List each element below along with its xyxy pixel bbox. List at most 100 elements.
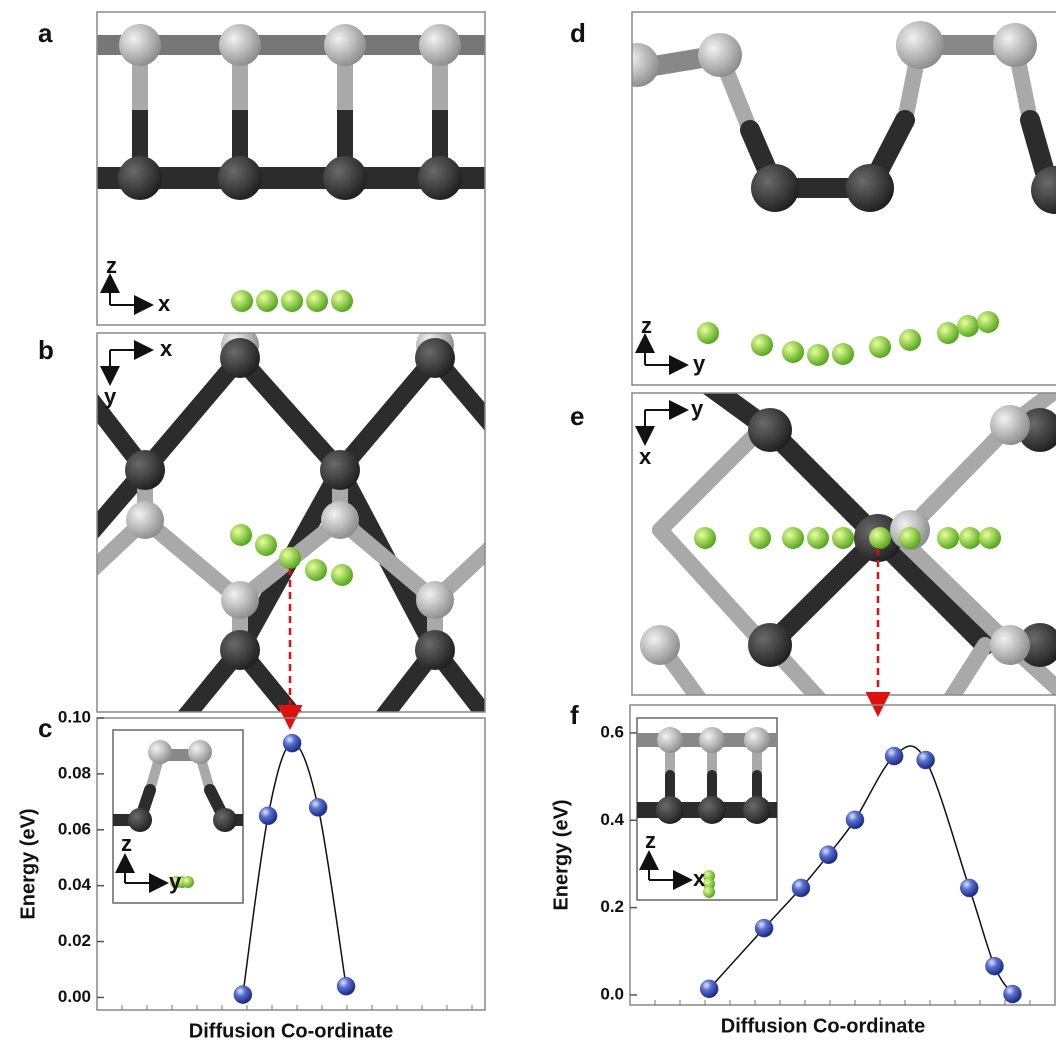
axis-letter: z [641,313,652,338]
Black-atom [748,623,792,667]
y-tick-label: 0.10 [58,707,91,726]
axis-letter: z [106,253,117,278]
Gray-atom [640,625,680,665]
y-tick-label: 0.02 [58,931,91,950]
axis-letter: x [158,291,171,316]
green-atom [256,290,278,312]
Black-atom [125,450,165,490]
green-atom [782,341,804,363]
axis-letter: x [639,444,652,469]
y-axis-label: Energy (eV) [17,808,39,919]
panel-label: c [38,713,52,743]
Black-atom [220,338,260,378]
Black-atom [320,450,360,490]
Gray-atom [119,24,161,66]
Black-atom [218,156,262,200]
data-point [819,846,837,864]
y-tick-label: 0.0 [600,984,624,1003]
Gray-atom [219,24,261,66]
Gray-atom [419,24,461,66]
axis-letter: x [693,866,706,891]
panel-a-structure [90,24,500,312]
data-point [792,879,810,897]
green-atom [697,322,719,344]
data-point [259,807,277,825]
green-atom [937,322,959,344]
green-atom [182,876,194,888]
panel-d-structure [600,21,1056,366]
Black-atom [415,630,455,670]
Black-atom [656,796,684,824]
green-atom [977,311,999,333]
Gray-atom [148,740,172,764]
green-atom [281,290,303,312]
y-tick-label: 0.00 [58,987,91,1006]
bond [340,358,435,470]
green-atom [832,343,854,365]
axis-letter: y [691,396,704,421]
Gray-atom [321,501,359,539]
Black-atom [743,796,771,824]
green-atom [331,564,353,586]
green-atom [807,527,829,549]
green-atom [959,527,981,549]
green-atom [957,315,979,337]
green-atom [751,334,773,356]
figure: azxbxydzyeyxc0.000.020.040.060.080.10Dif… [0,0,1056,1040]
axis-letter: y [169,869,182,894]
green-atom [832,527,854,549]
bond [240,358,340,470]
Gray-atom [699,727,725,753]
axis-letter: z [645,828,656,853]
y-tick-label: 0.08 [58,763,91,782]
axis-letter: x [160,336,173,361]
panel-label: d [570,18,586,48]
Gray-atom [615,43,659,87]
data-point [234,986,252,1004]
Gray-atom [188,740,212,764]
green-atom [807,344,829,366]
panel-label: b [38,335,54,365]
Black-atom [418,156,462,200]
y-tick-label: 0.2 [600,897,624,916]
Black-atom [220,630,260,670]
Black-atom [128,808,152,832]
Black-atom [698,796,726,824]
green-atom [305,559,327,581]
y-tick-label: 0.04 [58,875,92,894]
data-point [846,811,864,829]
green-atom [749,527,771,549]
green-atom [279,547,301,569]
Gray-atom [126,501,164,539]
Gray-atom [896,21,944,69]
bond [60,360,145,470]
panel-label: f [570,700,579,730]
Gray-atom [993,23,1037,67]
green-atom [306,290,328,312]
panel-label: e [570,401,584,431]
green-atom [782,527,804,549]
data-point [885,747,903,765]
green-atom [869,336,891,358]
Gray-atom [31,581,69,619]
green-atom [869,527,891,549]
green-atom [937,527,959,549]
Gray-atom [698,33,742,77]
green-atom [230,524,252,546]
Gray-atom [416,581,454,619]
bond [660,430,760,530]
green-atom [255,534,277,556]
bond [145,358,240,470]
Gray-atom [657,727,683,753]
bond [350,650,435,760]
green-atom [231,290,253,312]
bond [435,650,520,760]
Black-atom [510,450,550,490]
axis-letter: y [104,384,117,409]
data-point [337,977,355,995]
data-point [309,798,327,816]
Gray-atom [221,581,259,619]
green-atom [899,329,921,351]
Black-atom [118,156,162,200]
bond [435,358,530,470]
